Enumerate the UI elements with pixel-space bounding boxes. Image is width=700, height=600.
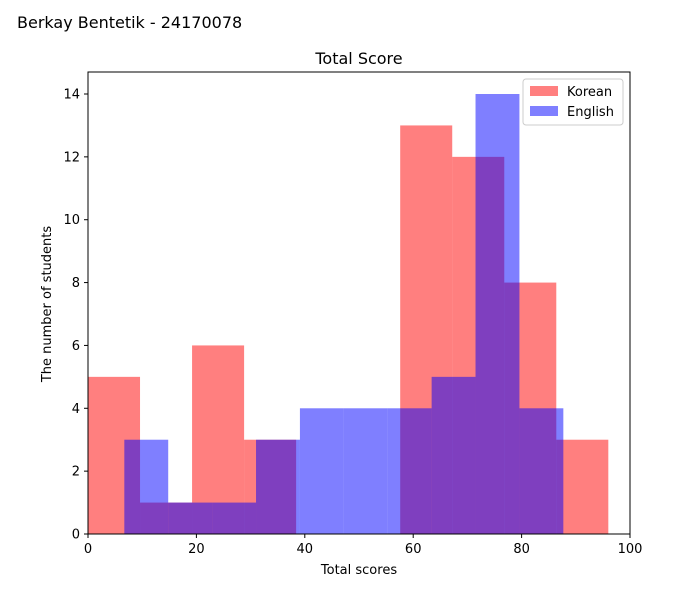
series-english bbox=[124, 94, 564, 534]
histogram-bar bbox=[387, 408, 432, 534]
y-tick-label: 0 bbox=[72, 528, 80, 543]
histogram-bar bbox=[519, 408, 564, 534]
y-tick-label: 4 bbox=[72, 402, 80, 417]
legend-swatch bbox=[530, 106, 558, 116]
y-tick-label: 2 bbox=[72, 465, 80, 480]
axes-frame bbox=[87, 71, 631, 535]
x-tick-label: 0 bbox=[84, 542, 92, 557]
y-tick-label: 10 bbox=[63, 213, 80, 228]
histogram-bar bbox=[475, 94, 520, 534]
histogram-bar bbox=[124, 439, 169, 534]
x-tick-label: 60 bbox=[405, 542, 422, 557]
axes: 0 20 40 60 80 100 0 2 4 6 8 10 12 14 bbox=[63, 71, 643, 557]
x-tick-label: 80 bbox=[513, 542, 530, 557]
histogram-bar bbox=[168, 502, 213, 534]
x-tick-label: 40 bbox=[297, 542, 314, 557]
chart-title: Total Score bbox=[314, 49, 402, 68]
x-tick-label: 100 bbox=[618, 542, 643, 557]
histogram-bar bbox=[192, 345, 245, 534]
histogram-bar bbox=[299, 408, 344, 534]
y-tick-label: 12 bbox=[63, 150, 80, 165]
y-tick-label: 8 bbox=[72, 276, 80, 291]
figure-suptitle: Berkay Bentetik - 24170078 bbox=[17, 13, 243, 32]
y-axis-label: The number of students bbox=[40, 226, 55, 384]
histogram-bar bbox=[556, 439, 609, 534]
legend-label: Korean bbox=[567, 85, 612, 100]
histogram-bar bbox=[256, 439, 300, 534]
legend: Korean English bbox=[522, 78, 624, 126]
legend-swatch bbox=[530, 86, 558, 96]
histogram-bar bbox=[212, 502, 257, 534]
plot-area bbox=[88, 94, 609, 534]
y-tick-label: 6 bbox=[72, 339, 80, 354]
x-tick-label: 20 bbox=[188, 542, 205, 557]
histogram-bar bbox=[343, 408, 388, 534]
y-tick-label: 14 bbox=[63, 88, 80, 103]
histogram-bar bbox=[431, 376, 476, 534]
legend-label: English bbox=[567, 105, 614, 120]
x-axis-label: Total scores bbox=[320, 563, 397, 578]
